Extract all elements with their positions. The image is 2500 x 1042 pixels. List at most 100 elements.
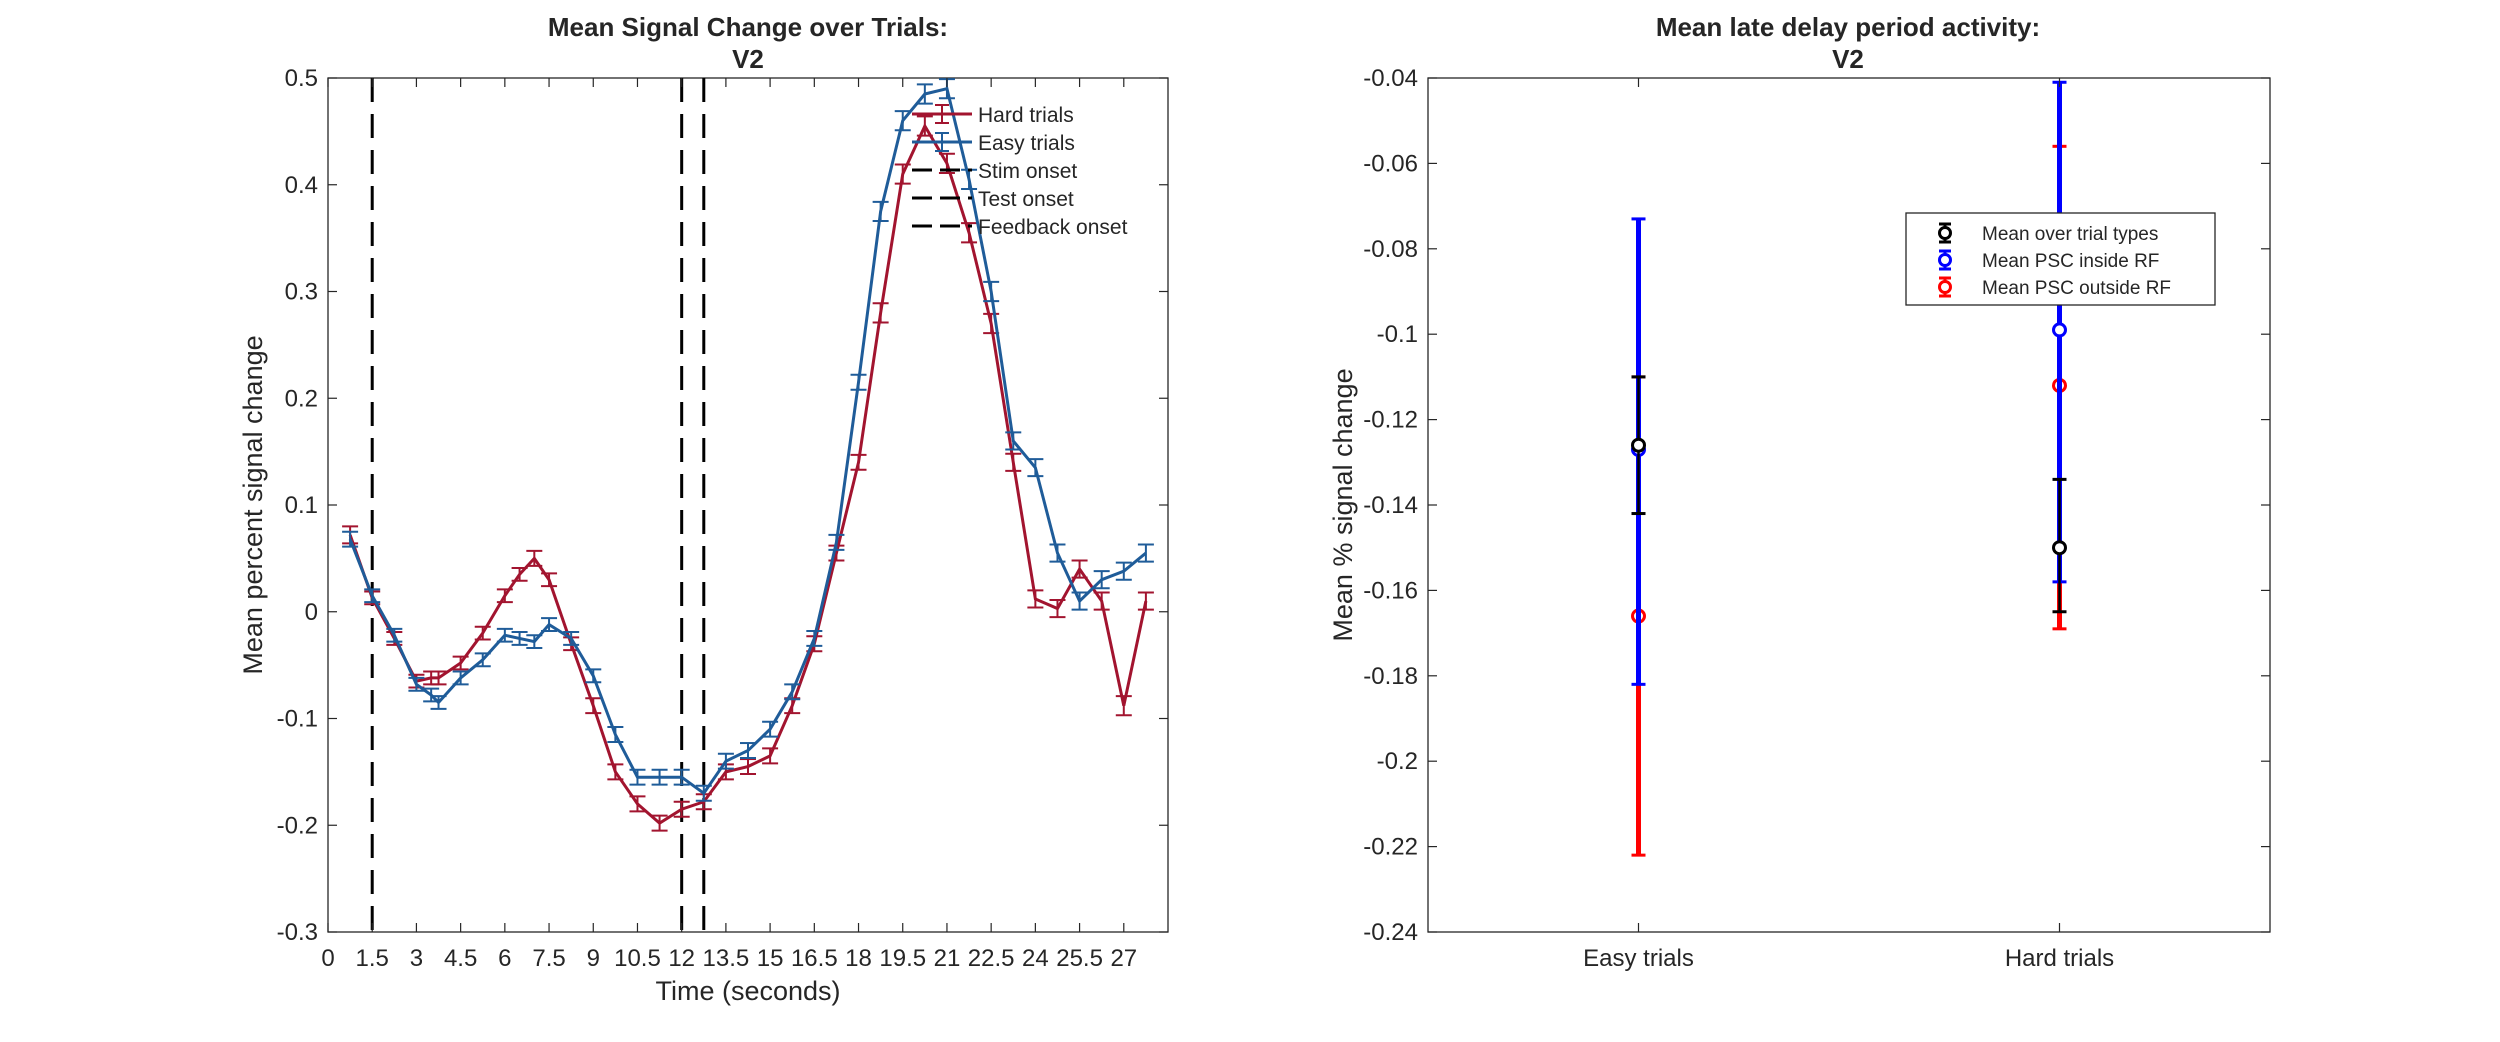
chart1-y-tick-label: 0.5 bbox=[285, 65, 318, 92]
chart1-x-tick-label: 18 bbox=[845, 945, 872, 972]
error-bar bbox=[607, 763, 624, 781]
chart1-x-tick-label: 12 bbox=[668, 945, 695, 972]
error-bar bbox=[1049, 543, 1066, 563]
chart1-y-axis-label: Mean percent signal change bbox=[238, 335, 268, 674]
legend-label: Feedback onset bbox=[978, 216, 1128, 239]
chart1-x-tick-label: 19.5 bbox=[879, 945, 926, 972]
chart2-y-tick-label: -0.18 bbox=[1363, 663, 1418, 690]
error-bar bbox=[651, 814, 668, 832]
chart1-y-tick-label: -0.3 bbox=[277, 919, 318, 946]
legend-entry: Stim onset bbox=[912, 160, 1077, 183]
chart1-x-tick-label: 27 bbox=[1110, 945, 1137, 972]
error-bar bbox=[762, 720, 779, 738]
chart1-y-tick-label: 0.3 bbox=[285, 279, 318, 306]
chart1-axes-box bbox=[327, 77, 1169, 933]
legend-label: Test onset bbox=[978, 188, 1074, 211]
chart1-x-tick-label: 4.5 bbox=[444, 945, 477, 972]
chart2-category-label: Hard trials bbox=[2005, 945, 2114, 972]
chart1-x-tick-label: 21 bbox=[934, 945, 961, 972]
error-bar bbox=[1071, 559, 1088, 579]
error-bar bbox=[850, 453, 867, 471]
error-bar bbox=[1115, 561, 1132, 581]
legend-label: Hard trials bbox=[978, 104, 1074, 127]
error-bar bbox=[894, 163, 911, 185]
chart1-x-tick-label: 16.5 bbox=[791, 945, 838, 972]
chart1-x-tick-label: 6 bbox=[498, 945, 511, 972]
error-bar bbox=[740, 742, 756, 759]
chart2-y-tick-label: -0.14 bbox=[1363, 492, 1418, 519]
error-bar bbox=[673, 768, 690, 786]
error-bar bbox=[651, 768, 668, 786]
error-bar bbox=[629, 768, 646, 786]
error-bar bbox=[872, 200, 889, 223]
error-bar bbox=[1093, 570, 1110, 590]
legend-swatch-marker bbox=[1938, 226, 1952, 240]
chart1-x-tick-label: 3 bbox=[410, 945, 423, 972]
error-bar bbox=[894, 110, 911, 132]
error-bar bbox=[695, 784, 712, 802]
chart1-x-tick-label: 22.5 bbox=[968, 945, 1015, 972]
error-bar bbox=[1005, 431, 1022, 451]
chart2-y-tick-label: -0.24 bbox=[1363, 919, 1418, 946]
error-bar bbox=[828, 533, 845, 551]
legend-swatch-marker bbox=[1938, 253, 1952, 267]
error-bar bbox=[850, 373, 867, 391]
error-bar bbox=[740, 758, 756, 776]
chart2-category-label: Easy trials bbox=[1583, 945, 1694, 972]
error-bar bbox=[526, 549, 543, 567]
error-bar bbox=[585, 668, 602, 684]
error-bar bbox=[916, 115, 933, 137]
chart1-series bbox=[342, 78, 1154, 832]
legend-label: Stim onset bbox=[978, 160, 1077, 183]
error-bar bbox=[806, 629, 823, 647]
legend-entry: Easy trials bbox=[912, 132, 1075, 155]
errorbar-point bbox=[1631, 375, 1646, 516]
error-bar bbox=[342, 530, 359, 548]
error-bar bbox=[1115, 695, 1132, 717]
mean-marker bbox=[2052, 540, 2067, 556]
chart1-x-tick-label: 10.5 bbox=[614, 945, 661, 972]
chart1-x-tick-label: 24 bbox=[1022, 945, 1049, 972]
legend-label: Mean over trial types bbox=[1982, 224, 2158, 245]
late-delay-chart: Mean late delay period activity: V2 Easy… bbox=[1328, 12, 2271, 972]
error-bar bbox=[717, 752, 734, 770]
chart2-axes-box bbox=[1427, 77, 2271, 933]
legend-entry: Feedback onset bbox=[912, 216, 1128, 239]
chart2-legend-box bbox=[1905, 212, 2216, 306]
error-bar bbox=[386, 627, 403, 643]
chart1-y-tick-label: -0.2 bbox=[277, 812, 318, 839]
error-bar bbox=[1027, 589, 1044, 609]
error-bar bbox=[496, 588, 513, 604]
legend-label: Mean PSC outside RF bbox=[1982, 278, 2171, 299]
error-bar bbox=[452, 655, 469, 671]
chart1-x-tick-label: 25.5 bbox=[1056, 945, 1103, 972]
error-bar bbox=[872, 302, 889, 324]
error-bar bbox=[423, 687, 440, 703]
error-bar bbox=[1005, 452, 1022, 472]
chart1-x-tick-label: 1.5 bbox=[356, 945, 389, 972]
legend-label: Mean PSC inside RF bbox=[1982, 251, 2159, 272]
error-bar bbox=[452, 670, 469, 686]
error-bar bbox=[1049, 599, 1066, 619]
chart2-subtitle: V2 bbox=[1832, 44, 1864, 74]
error-bar bbox=[607, 726, 624, 743]
error-bar bbox=[916, 83, 933, 105]
error-bar bbox=[1027, 458, 1044, 478]
mean-marker bbox=[1631, 437, 1646, 453]
error-bar bbox=[541, 572, 558, 588]
error-bar bbox=[563, 631, 580, 646]
chart2-y-tick-label: -0.04 bbox=[1363, 65, 1418, 92]
chart1-y-ticks: -0.3 -0.2 -0.1 0 0.1 0.2 0.3 0.4 0.5 bbox=[277, 65, 1168, 946]
chart1-y-tick-label: 0.1 bbox=[285, 492, 318, 519]
error-bar bbox=[541, 617, 558, 632]
chart2-plot-area bbox=[1427, 77, 2271, 933]
chart1-x-tick-label: 7.5 bbox=[532, 945, 565, 972]
error-bar bbox=[1093, 591, 1110, 611]
chart2-legend: Mean over trial types Mean PSC inside RF M… bbox=[1905, 212, 2216, 306]
error-bar bbox=[496, 627, 513, 643]
legend-entry: Mean PSC outside RF bbox=[1938, 276, 2171, 299]
errorbar-point bbox=[2052, 477, 2067, 614]
chart1-x-tick-label: 13.5 bbox=[703, 945, 750, 972]
legend-entry: Mean over trial types bbox=[1938, 222, 2158, 245]
